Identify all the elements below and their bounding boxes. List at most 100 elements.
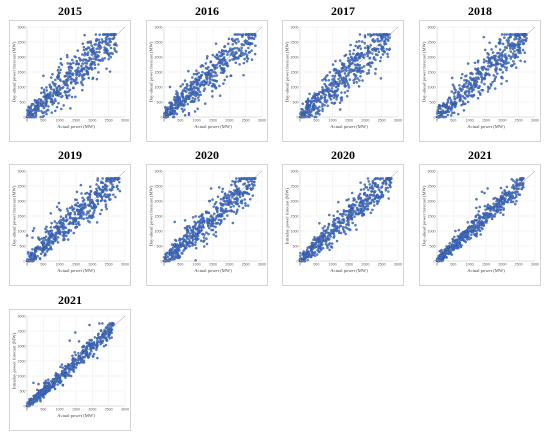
data-point	[341, 218, 344, 222]
data-point	[221, 190, 224, 194]
data-point	[488, 41, 491, 45]
data-point	[50, 111, 54, 114]
data-point	[464, 97, 467, 100]
reference-line	[436, 26, 536, 118]
data-point	[488, 58, 492, 62]
data-point	[500, 82, 503, 85]
data-point	[234, 61, 237, 65]
data-point	[312, 244, 316, 248]
data-point	[244, 41, 248, 45]
data-point	[186, 97, 190, 100]
data-point	[172, 98, 176, 101]
data-point	[44, 103, 48, 106]
data-point	[197, 78, 200, 82]
data-point	[183, 226, 187, 230]
data-point	[98, 44, 102, 48]
data-point	[202, 84, 206, 87]
y-tick-label: 3000	[291, 25, 299, 29]
data-point	[384, 177, 388, 180]
data-point	[90, 50, 93, 53]
data-point	[96, 198, 100, 202]
data-point	[61, 366, 65, 369]
data-point	[311, 96, 315, 99]
data-point	[91, 354, 95, 358]
data-point	[74, 203, 77, 207]
data-point	[483, 204, 487, 208]
data-point	[494, 45, 498, 48]
data-point	[338, 59, 342, 62]
data-point	[170, 243, 174, 246]
data-point	[85, 69, 88, 72]
data-point	[202, 240, 205, 243]
data-point	[321, 91, 325, 94]
data-point	[82, 217, 86, 221]
data-point	[194, 80, 197, 84]
data-point	[213, 55, 217, 59]
data-point	[252, 184, 255, 188]
data-point	[213, 202, 217, 206]
data-point	[446, 113, 450, 117]
data-point	[219, 197, 223, 201]
data-point	[499, 198, 502, 201]
data-point	[241, 194, 245, 197]
data-point	[479, 223, 482, 226]
x-tick-label: 2500	[378, 263, 386, 267]
y-axis-label: Day-ahead power forecast (MW)	[12, 41, 17, 102]
data-point	[505, 46, 509, 50]
data-point	[336, 210, 339, 213]
data-point	[57, 101, 60, 105]
data-point	[332, 218, 336, 221]
data-point	[459, 245, 463, 249]
data-point	[108, 193, 112, 196]
data-point	[97, 192, 100, 196]
data-point	[53, 109, 57, 113]
chart-title: 2015	[58, 4, 82, 18]
data-point	[371, 38, 375, 41]
data-point	[214, 42, 218, 46]
data-point	[507, 54, 511, 57]
data-point	[356, 59, 359, 62]
data-point	[245, 33, 248, 36]
data-point	[229, 205, 233, 209]
data-point	[349, 55, 353, 59]
data-point	[514, 181, 517, 184]
x-tick-label: 1500	[482, 119, 490, 123]
data-point	[63, 91, 67, 94]
data-point	[463, 92, 467, 96]
data-point	[374, 67, 377, 71]
data-point	[488, 86, 492, 90]
data-point	[343, 72, 347, 75]
data-point	[498, 37, 501, 41]
data-point	[231, 37, 234, 41]
data-point	[475, 197, 478, 201]
data-point	[499, 186, 503, 190]
data-point	[324, 93, 327, 97]
data-point	[307, 255, 310, 259]
data-point	[344, 78, 347, 82]
scatter-plot: 0 500 1000 1500 2000 2500 30000500100015002000…	[422, 169, 540, 273]
y-tick-label: 1000	[291, 229, 299, 233]
data-point	[81, 67, 84, 71]
data-point	[110, 322, 113, 325]
data-point	[385, 48, 389, 51]
data-point	[466, 221, 470, 224]
x-tick-label: 0	[299, 263, 301, 267]
data-point	[51, 94, 55, 98]
data-point	[331, 74, 334, 78]
data-point	[77, 340, 81, 343]
data-point	[182, 88, 186, 92]
data-point	[510, 41, 514, 45]
data-point	[325, 85, 328, 89]
y-tick-label: 2000	[155, 55, 163, 59]
data-point	[501, 50, 505, 53]
data-point	[222, 211, 226, 215]
data-point	[190, 89, 193, 93]
y-tick-label: 2000	[428, 199, 436, 203]
data-point	[185, 242, 188, 246]
data-point	[92, 202, 96, 206]
data-point	[509, 50, 513, 53]
data-point	[382, 49, 386, 53]
data-point	[31, 247, 34, 251]
data-point	[50, 221, 53, 225]
x-tick-label: 500	[40, 119, 46, 123]
